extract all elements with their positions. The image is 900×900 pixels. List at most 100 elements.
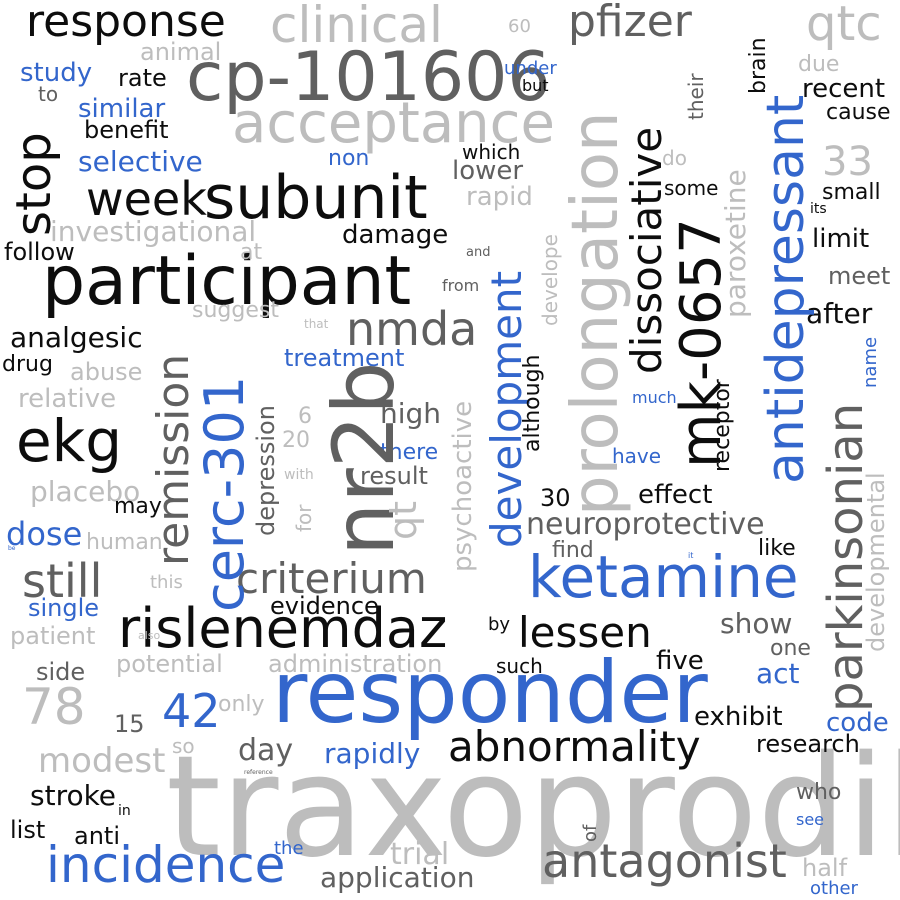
word-responder: responder — [272, 643, 708, 743]
word-there: there — [380, 440, 439, 465]
word-rislenemdaz: rislenemdaz — [118, 597, 448, 660]
word-side: side — [36, 658, 86, 686]
word-human: human — [86, 530, 163, 555]
word-such: such — [496, 654, 543, 678]
word-33: 33 — [822, 139, 873, 185]
word-suggest: suggest — [192, 298, 279, 323]
word-potential: potential — [116, 650, 223, 678]
word-rapidly: rapidly — [324, 737, 421, 770]
word-analgesic: analgesic — [10, 321, 143, 354]
word-qt: qt — [381, 500, 425, 540]
word-after: after — [806, 297, 873, 330]
word-stroke: stroke — [30, 779, 117, 812]
word-with: with — [284, 467, 314, 483]
word-stop: stop — [6, 132, 62, 236]
word-drug: drug — [2, 352, 53, 377]
word-lessen: lessen — [518, 608, 652, 657]
word-do: do — [662, 146, 687, 170]
word-antagonist: antagonist — [542, 834, 787, 888]
word-administration: administration — [268, 650, 443, 678]
word-prolongation: prolongation — [559, 111, 633, 516]
word-see: see — [796, 810, 825, 829]
word-cerc301: cerc-301 — [193, 375, 256, 612]
word-non: non — [328, 146, 370, 171]
word-modest: modest — [38, 741, 166, 781]
word-some: some — [664, 176, 719, 200]
word-incidence: incidence — [46, 836, 286, 894]
word-five: five — [656, 646, 704, 676]
word-its: its — [810, 201, 827, 217]
word-reference: reference — [244, 769, 273, 776]
word-cause: cause — [826, 100, 891, 125]
word-day: day — [238, 733, 294, 768]
word-78: 78 — [22, 678, 86, 736]
word-result: result — [360, 462, 428, 490]
word-pfizer: pfizer — [568, 0, 692, 47]
word-much: much — [632, 388, 677, 407]
word-also: also — [138, 629, 161, 642]
word-single: single — [28, 594, 100, 622]
word-still: still — [22, 554, 103, 608]
word-for: for — [292, 504, 316, 533]
word-like: like — [758, 536, 796, 561]
word-which: which — [462, 140, 521, 164]
word-this: this — [150, 572, 183, 593]
word-nmda: nmda — [346, 302, 478, 356]
word-remission: remission — [148, 353, 199, 566]
word-abnormality: abnormality — [448, 722, 701, 771]
word-developmental: developmental — [862, 472, 890, 652]
word-from: from — [442, 276, 480, 295]
word-find: find — [552, 538, 594, 563]
word-be: be — [8, 545, 16, 552]
word-acceptance: acceptance — [232, 91, 555, 156]
word-treatment: treatment — [284, 344, 405, 372]
word-limit: limit — [812, 224, 870, 254]
word-response: response — [26, 0, 226, 47]
word-only: only — [218, 692, 265, 717]
word-participant: participant — [42, 242, 412, 321]
word-antidepressant: antidepressant — [756, 94, 816, 484]
word-6: 6 — [298, 404, 312, 429]
word-cp101606: cp-101606 — [186, 38, 551, 117]
word-relative: relative — [18, 384, 117, 414]
word-qtc: qtc — [806, 0, 882, 52]
word-anti: anti — [74, 822, 120, 850]
word-at: at — [240, 240, 263, 265]
word-recent: recent — [802, 74, 886, 104]
word-receptor: receptor — [710, 379, 735, 472]
word-their: their — [684, 73, 708, 120]
word-to: to — [38, 82, 59, 106]
word-dissociative: dissociative — [622, 126, 671, 374]
word-study: study — [20, 58, 93, 88]
word-may: may — [114, 494, 162, 519]
word-have: have — [612, 444, 662, 468]
word-half: half — [802, 854, 848, 882]
word-psychoactive: psychoactive — [448, 400, 478, 572]
word-and: and — [466, 245, 491, 260]
word-rapid: rapid — [466, 182, 533, 212]
word-20: 20 — [282, 428, 310, 453]
word-paroxetine: paroxetine — [719, 169, 752, 318]
word-list: list — [10, 816, 46, 844]
word-small: small — [822, 180, 881, 205]
word-abuse: abuse — [70, 358, 143, 386]
word-42: 42 — [162, 684, 221, 738]
word-show: show — [720, 607, 793, 640]
word-other: other — [810, 878, 858, 899]
word-by: by — [488, 614, 511, 635]
word-clinical: clinical — [270, 0, 443, 54]
word-similar: similar — [78, 94, 166, 124]
word-of: of — [580, 824, 601, 842]
word-ekg: ekg — [16, 407, 123, 475]
word-selective: selective — [78, 145, 203, 178]
word-meet: meet — [828, 262, 891, 290]
word-under: under — [504, 58, 557, 79]
word-lower: lower — [452, 156, 524, 186]
word-research: research — [756, 730, 860, 758]
word-it: it — [688, 551, 694, 560]
word-trial: trial — [390, 837, 450, 872]
word-effect: effect — [638, 480, 713, 510]
word-due: due — [798, 52, 840, 77]
word-neuroprotective: neuroprotective — [526, 507, 765, 542]
